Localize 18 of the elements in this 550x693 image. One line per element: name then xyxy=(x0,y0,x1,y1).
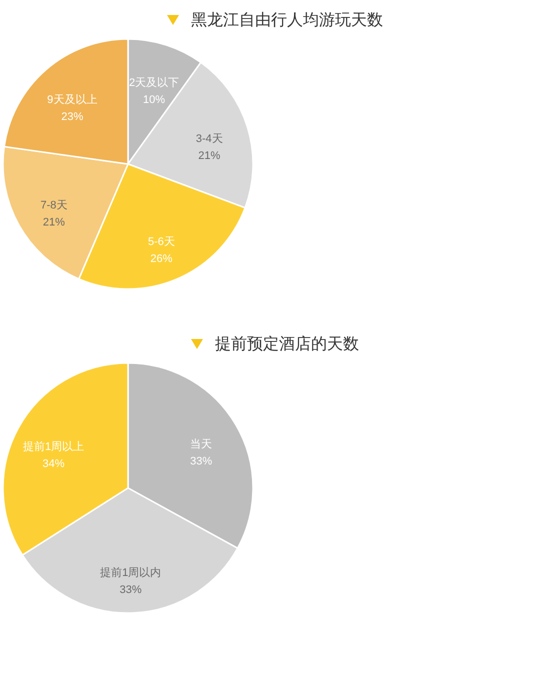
text: 黑龙江自由行人均游玩天数 xyxy=(191,10,383,30)
slice-label: 7-8天 xyxy=(40,200,68,212)
slice-label: 提前1周以内 xyxy=(100,566,162,579)
data-label: 34% xyxy=(42,458,65,470)
text: 提前预定酒店的天数 xyxy=(215,334,359,354)
data-label: 33% xyxy=(120,584,142,596)
slice-label: 提前1周以上 xyxy=(22,440,84,454)
data-label: 21% xyxy=(198,150,221,162)
data-label: 26% xyxy=(150,253,173,266)
data-label: 10% xyxy=(143,94,166,106)
data-label: 33% xyxy=(190,456,212,468)
slice-label: 9天及以上 xyxy=(47,92,98,106)
slice-label: 5-6天 xyxy=(148,236,175,248)
data-label: 21% xyxy=(42,216,66,229)
slice-label: 3-4天 xyxy=(196,133,223,146)
data-label: 23% xyxy=(61,110,84,123)
slice-label: 2天及以下 xyxy=(128,76,180,90)
slice-label: 当天 xyxy=(190,438,212,451)
